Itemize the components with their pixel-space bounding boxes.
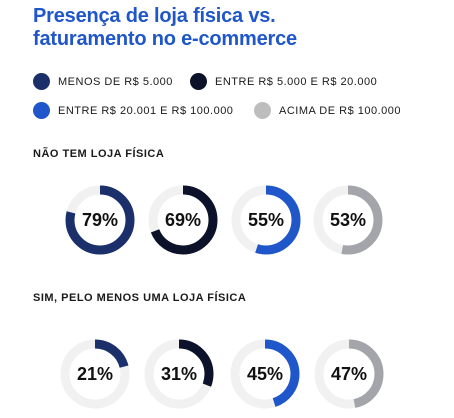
legend-item-acima-100000: ACIMA DE R$ 100.000 [254, 102, 401, 119]
section-label-nao-tem-loja: NÃO TEM LOJA FÍSICA [33, 148, 165, 160]
donut-sim-loja-fisica-1: 21% [58, 337, 132, 411]
legend-swatch-5000-20000 [190, 73, 207, 90]
legend-item-20001-100000: ENTRE R$ 20.001 E R$ 100.000 [33, 102, 233, 119]
donut-arc-sim-loja-fisica-2 [144, 339, 214, 409]
chart-title-line-1: Presença de loja física vs. [33, 5, 276, 27]
legend-label-5000-20000: ENTRE R$ 5.000 E R$ 20.000 [215, 75, 378, 88]
chart-title-line-2: faturamento no e-commerce [33, 28, 297, 50]
donut-sim-loja-fisica-4: 47% [312, 337, 386, 411]
donut-nao-tem-loja-2-svg [148, 185, 218, 255]
legend-swatch-menos-5000 [33, 73, 50, 90]
donut-label-sim-loja-fisica-4: 47% [330, 363, 368, 384]
legend-item-5000-20000: ENTRE R$ 5.000 E R$ 20.000 [190, 73, 377, 90]
donut-nao-tem-loja-1: 79% [63, 183, 137, 257]
donut-label-sim-loja-fisica-3: 45% [246, 363, 284, 384]
donut-arc-sim-loja-fisica-4 [314, 339, 384, 409]
donut-arc-nao-tem-loja-3 [231, 185, 301, 255]
donut-nao-tem-loja-4-svg [313, 185, 383, 255]
donut-sim-loja-fisica-2-svg [144, 339, 214, 409]
donut-nao-tem-loja-3-svg [231, 185, 301, 255]
donut-arc-sim-loja-fisica-1 [60, 339, 130, 409]
donut-sim-loja-fisica-3: 45% [228, 337, 302, 411]
section-label-sim-loja-fisica: SIM, PELO MENOS UMA LOJA FÍSICA [33, 292, 247, 304]
donut-nao-tem-loja-3: 55% [229, 183, 303, 257]
legend-swatch-acima-100000 [254, 102, 271, 119]
legend-label-menos-5000: MENOS DE R$ 5.000 [58, 75, 173, 88]
donut-label-nao-tem-loja-3: 55% [247, 209, 285, 230]
donut-label-nao-tem-loja-1: 79% [81, 209, 119, 230]
donut-label-sim-loja-fisica-2: 31% [160, 363, 198, 384]
legend-item-menos-5000: MENOS DE R$ 5.000 [33, 73, 173, 90]
donut-nao-tem-loja-4: 53% [311, 183, 385, 257]
donut-nao-tem-loja-1-svg [65, 185, 135, 255]
donut-sim-loja-fisica-3-svg [230, 339, 300, 409]
donut-arc-sim-loja-fisica-3 [230, 339, 300, 409]
donut-sim-loja-fisica-4-svg [314, 339, 384, 409]
donut-label-nao-tem-loja-4: 53% [329, 209, 367, 230]
chart-title: Presença de loja física vs. faturamento … [33, 5, 433, 51]
donut-label-nao-tem-loja-2: 69% [164, 209, 202, 230]
legend-swatch-20001-100000 [33, 102, 50, 119]
donut-sim-loja-fisica-1-svg [60, 339, 130, 409]
donut-arc-nao-tem-loja-2 [148, 185, 218, 255]
legend-label-20001-100000: ENTRE R$ 20.001 E R$ 100.000 [58, 104, 234, 117]
donut-sim-loja-fisica-2: 31% [142, 337, 216, 411]
donut-label-sim-loja-fisica-1: 21% [76, 363, 114, 384]
donut-arc-nao-tem-loja-1 [65, 185, 135, 255]
donut-nao-tem-loja-2: 69% [146, 183, 220, 257]
legend-label-acima-100000: ACIMA DE R$ 100.000 [279, 104, 402, 117]
donut-arc-nao-tem-loja-4 [313, 185, 383, 255]
